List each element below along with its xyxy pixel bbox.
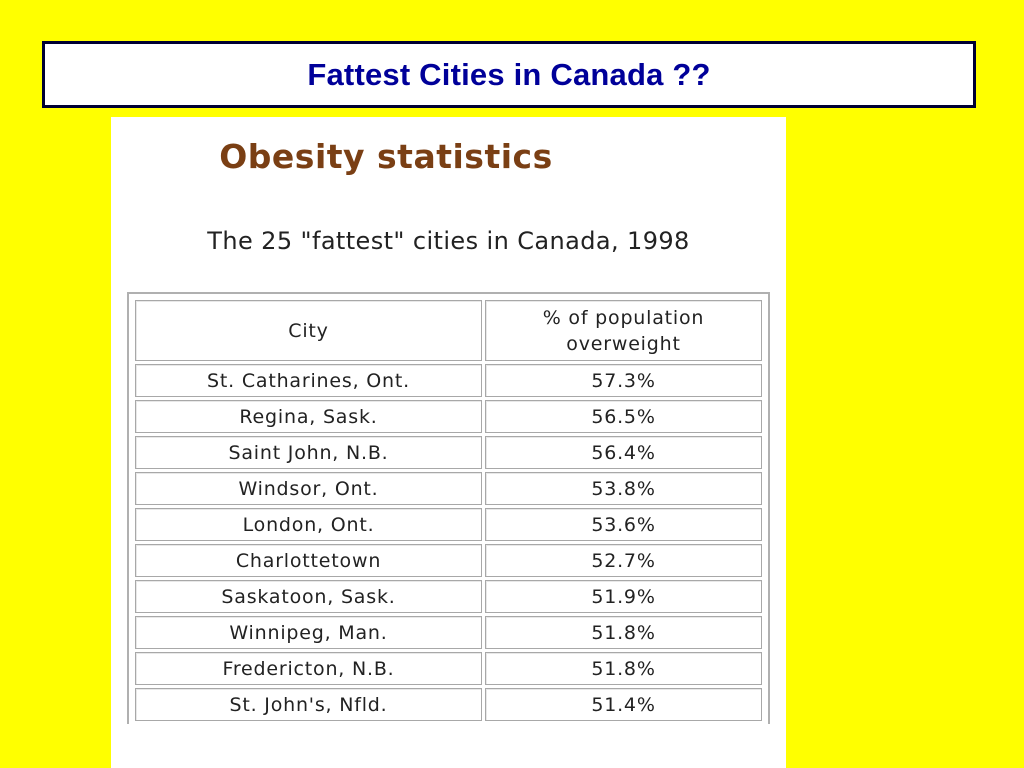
row-city: St. Catharines, Ont. (135, 364, 482, 397)
row-percent: 51.8% (485, 616, 762, 649)
row-percent: 51.9% (485, 580, 762, 613)
header-percent-line2: overweight (566, 332, 681, 355)
obesity-statistics-image: Obesity statistics The 25 "fattest" citi… (111, 117, 786, 768)
row-percent: 56.4% (485, 436, 762, 469)
panel-subheading: The 25 "fattest" cities in Canada, 1998 (207, 227, 690, 255)
table-row: Saint John, N.B. 56.4% (135, 436, 762, 469)
row-percent: 52.7% (485, 544, 762, 577)
table-row: Windsor, Ont. 53.8% (135, 472, 762, 505)
row-city: St. John's, Nfld. (135, 688, 482, 721)
row-city: Regina, Sask. (135, 400, 482, 433)
table-row: Saskatoon, Sask. 51.9% (135, 580, 762, 613)
header-city: City (135, 300, 482, 361)
row-percent: 57.3% (485, 364, 762, 397)
table-frame: City % of population overweight St. Cath… (127, 292, 770, 724)
row-city: London, Ont. (135, 508, 482, 541)
panel-heading: Obesity statistics (219, 137, 553, 176)
table-row: Winnipeg, Man. 51.8% (135, 616, 762, 649)
obesity-table: City % of population overweight St. Cath… (132, 297, 765, 724)
row-city: Saskatoon, Sask. (135, 580, 482, 613)
table-header-row: City % of population overweight (135, 300, 762, 361)
table-row: St. Catharines, Ont. 57.3% (135, 364, 762, 397)
row-percent: 53.6% (485, 508, 762, 541)
table-row: Charlottetown 52.7% (135, 544, 762, 577)
row-percent: 51.8% (485, 652, 762, 685)
row-percent: 53.8% (485, 472, 762, 505)
table-row: Regina, Sask. 56.5% (135, 400, 762, 433)
header-percent-line1: % of population (542, 306, 705, 329)
row-city: Winnipeg, Man. (135, 616, 482, 649)
table-row: St. John's, Nfld. 51.4% (135, 688, 762, 721)
slide-title: Fattest Cities in Canada ?? (307, 56, 711, 92)
row-percent: 56.5% (485, 400, 762, 433)
row-city: Saint John, N.B. (135, 436, 482, 469)
header-percent: % of population overweight (485, 300, 762, 361)
table-row: London, Ont. 53.6% (135, 508, 762, 541)
slide-title-box: Fattest Cities in Canada ?? (42, 41, 976, 108)
row-city: Fredericton, N.B. (135, 652, 482, 685)
row-percent: 51.4% (485, 688, 762, 721)
row-city: Charlottetown (135, 544, 482, 577)
row-city: Windsor, Ont. (135, 472, 482, 505)
table-row: Fredericton, N.B. 51.8% (135, 652, 762, 685)
